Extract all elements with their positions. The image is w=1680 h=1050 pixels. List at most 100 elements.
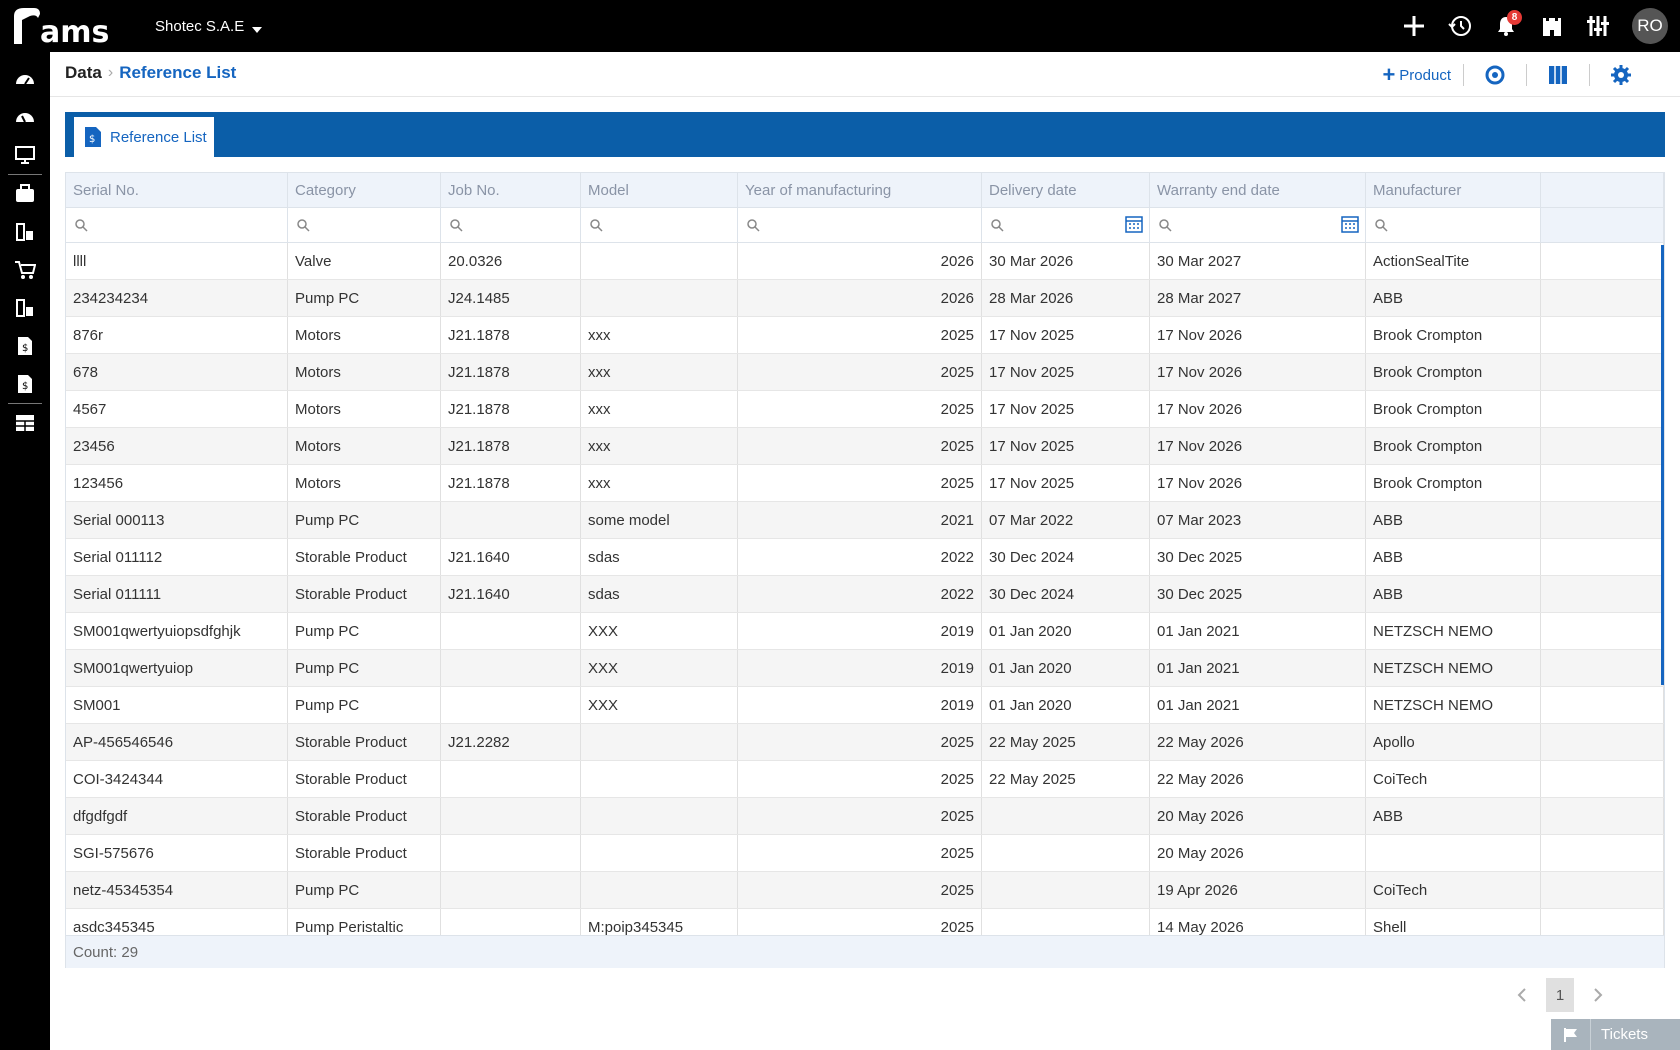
company-name: Shotec S.A.E <box>155 18 245 35</box>
column-filter-input[interactable] <box>449 208 580 242</box>
calendar-icon[interactable] <box>1125 215 1143 238</box>
castle-icon[interactable] <box>1536 8 1568 44</box>
column-header[interactable]: Year of manufacturing <box>738 173 982 207</box>
table-row[interactable]: dfgdfgdf Storable Product 2025 20 May 2026 A… <box>66 798 1664 835</box>
dashboard-icon[interactable] <box>0 60 50 98</box>
add-product-button[interactable]: + Product <box>1370 64 1463 86</box>
table-cell: 2019 <box>738 613 982 649</box>
column-filter-input[interactable] <box>1158 208 1365 242</box>
table-row[interactable]: SGI-575676 Storable Product 2025 20 May 202… <box>66 835 1664 872</box>
table-cell: 2025 <box>738 317 982 353</box>
table-cell: 01 Jan 2021 <box>1150 613 1366 649</box>
column-filter-input[interactable] <box>746 208 981 242</box>
table-cell: Pump Peristaltic <box>288 909 441 935</box>
table-cell: 2019 <box>738 650 982 686</box>
table-cell: 17 Nov 2025 <box>982 428 1150 464</box>
column-filter-input[interactable] <box>990 208 1149 242</box>
tab-reference-list[interactable]: $ Reference List <box>74 117 214 157</box>
column-header[interactable]: Job No. <box>441 173 581 207</box>
table-row[interactable]: Serial 011112 Storable Product J21.1640 sda… <box>66 539 1664 576</box>
price-document-icon[interactable]: $ <box>0 365 50 403</box>
briefcase-icon[interactable] <box>0 175 50 213</box>
table-cell: 17 Nov 2026 <box>1150 317 1366 353</box>
table-row[interactable]: Serial 000113 Pump PC some model 2021 07 Mar… <box>66 502 1664 539</box>
table-cell: 17 Nov 2026 <box>1150 391 1366 427</box>
cart-icon[interactable] <box>0 251 50 289</box>
column-header[interactable]: Serial No. <box>66 173 288 207</box>
table-row[interactable]: asdc345345 Pump Peristaltic M:poip345345 20… <box>66 909 1664 935</box>
table-cell: AP-456546546 <box>66 724 288 760</box>
table-cell: NETZSCH NEMO <box>1366 687 1541 723</box>
table-cell: Motors <box>288 428 441 464</box>
column-header[interactable]: Category <box>288 173 441 207</box>
reports-icon[interactable] <box>0 404 50 442</box>
prev-page-button[interactable] <box>1512 980 1532 1010</box>
table-cell: 30 Mar 2027 <box>1150 243 1366 279</box>
table-cell: 28 Mar 2027 <box>1150 280 1366 316</box>
refresh-icon[interactable] <box>1464 60 1526 90</box>
column-filter-input[interactable] <box>589 208 737 242</box>
table-row[interactable]: 4567 Motors J21.1878 xxx 2025 17 Nov 2025 17 N… <box>66 391 1664 428</box>
table-row[interactable]: 23456 Motors J21.1878 xxx 2025 17 Nov 2025 17 … <box>66 428 1664 465</box>
table-row[interactable]: Serial 011111 Storable Product J21.1640 sda… <box>66 576 1664 613</box>
columns-icon[interactable] <box>1527 60 1589 90</box>
table-cell: COI-3424344 <box>66 761 288 797</box>
table-cell: J21.1878 <box>441 354 581 390</box>
column-header[interactable]: Delivery date <box>982 173 1150 207</box>
gauge-icon[interactable] <box>0 98 50 136</box>
table-row[interactable]: SM001 Pump PC XXX 2019 01 Jan 2020 01 Jan 202… <box>66 687 1664 724</box>
column-header[interactable]: Warranty end date <box>1150 173 1366 207</box>
table-row[interactable]: 678 Motors J21.1878 xxx 2025 17 Nov 2025 17 No… <box>66 354 1664 391</box>
table-cell: 2022 <box>738 576 982 612</box>
table-cell <box>441 613 581 649</box>
rams-logo[interactable]: ams <box>10 4 132 48</box>
page-number-button[interactable]: 1 <box>1546 978 1574 1012</box>
table-cell <box>441 798 581 834</box>
boxes-icon[interactable] <box>0 213 50 251</box>
settings-gear-icon[interactable] <box>1590 60 1652 90</box>
add-icon[interactable] <box>1398 8 1430 44</box>
table-row[interactable]: 123456 Motors J21.1878 xxx 2025 17 Nov 2025 17… <box>66 465 1664 502</box>
table-cell: 30 Mar 2026 <box>982 243 1150 279</box>
column-filter-input[interactable] <box>1374 208 1540 242</box>
table-cell: ABB <box>1366 798 1541 834</box>
table-row[interactable]: COI-3424344 Storable Product 2025 22 May 20… <box>66 761 1664 798</box>
table-cell <box>581 798 738 834</box>
table-row[interactable]: SM001qwertyuiop Pump PC XXX 2019 01 Jan 2020… <box>66 650 1664 687</box>
table-cell: Storable Product <box>288 724 441 760</box>
calendar-icon[interactable] <box>1341 215 1359 238</box>
vertical-scrollbar[interactable] <box>1661 245 1664 685</box>
table-row[interactable]: 234234234 Pump PC J24.1485 2026 28 Mar 2026 2… <box>66 280 1664 317</box>
table-row[interactable]: llll Valve 20.0326 2026 30 Mar 2026 30 Mar 20… <box>66 243 1664 280</box>
history-icon[interactable] <box>1444 8 1476 44</box>
table-cell: J21.1878 <box>441 391 581 427</box>
column-header[interactable]: Manufacturer <box>1366 173 1541 207</box>
table-cell: Motors <box>288 465 441 501</box>
notification-bell-icon[interactable]: 8 <box>1490 8 1522 44</box>
table-row[interactable]: 876r Motors J21.1878 xxx 2025 17 Nov 2025 17 N… <box>66 317 1664 354</box>
table-cell: Motors <box>288 317 441 353</box>
breadcrumb-root[interactable]: Data <box>65 63 102 82</box>
company-selector[interactable]: Shotec S.A.E <box>155 18 263 35</box>
next-page-button[interactable] <box>1588 980 1608 1010</box>
column-filter-input[interactable] <box>296 208 440 242</box>
user-avatar[interactable]: RO <box>1632 8 1668 44</box>
column-header[interactable]: Model <box>581 173 738 207</box>
table-row[interactable]: SM001qwertyuiopsdfghjk Pump PC XXX 2019 01 J… <box>66 613 1664 650</box>
invoice-icon[interactable]: $ <box>0 327 50 365</box>
table-cell: llll <box>66 243 288 279</box>
table-row[interactable]: AP-456546546 Storable Product J21.2282 2025… <box>66 724 1664 761</box>
column-filter-input[interactable] <box>74 208 287 242</box>
table-cell <box>982 909 1150 935</box>
table-cell: 2025 <box>738 909 982 935</box>
table-cell: 17 Nov 2026 <box>1150 428 1366 464</box>
table-row[interactable]: netz-45345354 Pump PC 2025 19 Apr 2026 CoiTe… <box>66 872 1664 909</box>
table-cell: SM001 <box>66 687 288 723</box>
table-cell <box>1541 576 1664 612</box>
table-cell: ABB <box>1366 539 1541 575</box>
column-header[interactable] <box>1541 173 1664 207</box>
inventory-icon[interactable] <box>0 289 50 327</box>
sliders-icon[interactable] <box>1582 8 1614 44</box>
tickets-button[interactable]: Tickets <box>1551 1019 1680 1050</box>
monitor-icon[interactable] <box>0 136 50 174</box>
